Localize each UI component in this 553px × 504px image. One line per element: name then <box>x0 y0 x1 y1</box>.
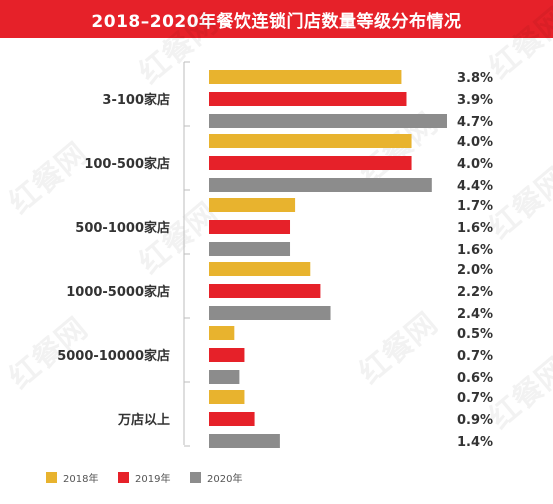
data-label: 1.6% <box>457 221 493 236</box>
watermark-text: 红餐网 <box>3 136 94 221</box>
category-label: 万店以上 <box>117 412 170 428</box>
data-label: 1.7% <box>457 199 493 214</box>
bar <box>209 370 240 384</box>
bar <box>209 134 412 148</box>
legend-label: 2018年 <box>63 472 98 485</box>
category-label: 100-500家店 <box>84 156 170 172</box>
bar <box>209 70 402 84</box>
bar <box>209 412 255 426</box>
watermark-text: 红餐网 <box>483 161 553 246</box>
bar <box>209 220 291 234</box>
bar <box>209 390 245 404</box>
data-label: 3.9% <box>457 93 493 108</box>
data-label: 2.2% <box>457 285 493 300</box>
category-label: 500-1000家店 <box>75 220 170 236</box>
data-label: 4.4% <box>457 179 493 194</box>
data-label: 4.0% <box>457 157 493 172</box>
bar <box>209 348 245 362</box>
legend-swatch <box>118 472 129 483</box>
data-label: 0.7% <box>457 391 493 406</box>
bar <box>209 198 296 212</box>
data-label: 1.6% <box>457 243 493 258</box>
data-label: 0.7% <box>457 349 493 364</box>
data-label: 4.0% <box>457 135 493 150</box>
bar <box>209 156 412 170</box>
watermark-text: 红餐网 <box>483 351 553 436</box>
category-label: 1000-5000家店 <box>66 284 170 300</box>
bar <box>209 306 331 320</box>
category-label: 3-100家店 <box>102 92 170 108</box>
data-label: 1.4% <box>457 435 493 450</box>
data-label: 4.7% <box>457 115 493 130</box>
data-label: 2.4% <box>457 307 493 322</box>
chart-title: 2018–2020年餐饮连锁门店数量等级分布情况 <box>91 11 462 32</box>
bar <box>209 114 447 128</box>
bar <box>209 262 311 276</box>
bar <box>209 178 432 192</box>
bar <box>209 326 235 340</box>
watermark-text: 红餐网 <box>353 306 444 391</box>
title-bar: 2018–2020年餐饮连锁门店数量等级分布情况 <box>0 0 553 38</box>
data-label: 0.5% <box>457 327 493 342</box>
watermark-text: 红餐网 <box>483 1 553 86</box>
bar <box>209 242 291 256</box>
bar <box>209 92 407 106</box>
legend-swatch <box>190 472 201 483</box>
data-label: 0.9% <box>457 413 493 428</box>
data-label: 0.6% <box>457 371 493 386</box>
data-label: 3.8% <box>457 71 493 86</box>
data-label: 2.0% <box>457 263 493 278</box>
legend-label: 2020年 <box>207 472 242 485</box>
legend-swatch <box>46 472 57 483</box>
bar <box>209 284 321 298</box>
legend-label: 2019年 <box>135 472 170 485</box>
bar <box>209 434 280 448</box>
category-label: 5000-10000家店 <box>57 348 170 364</box>
